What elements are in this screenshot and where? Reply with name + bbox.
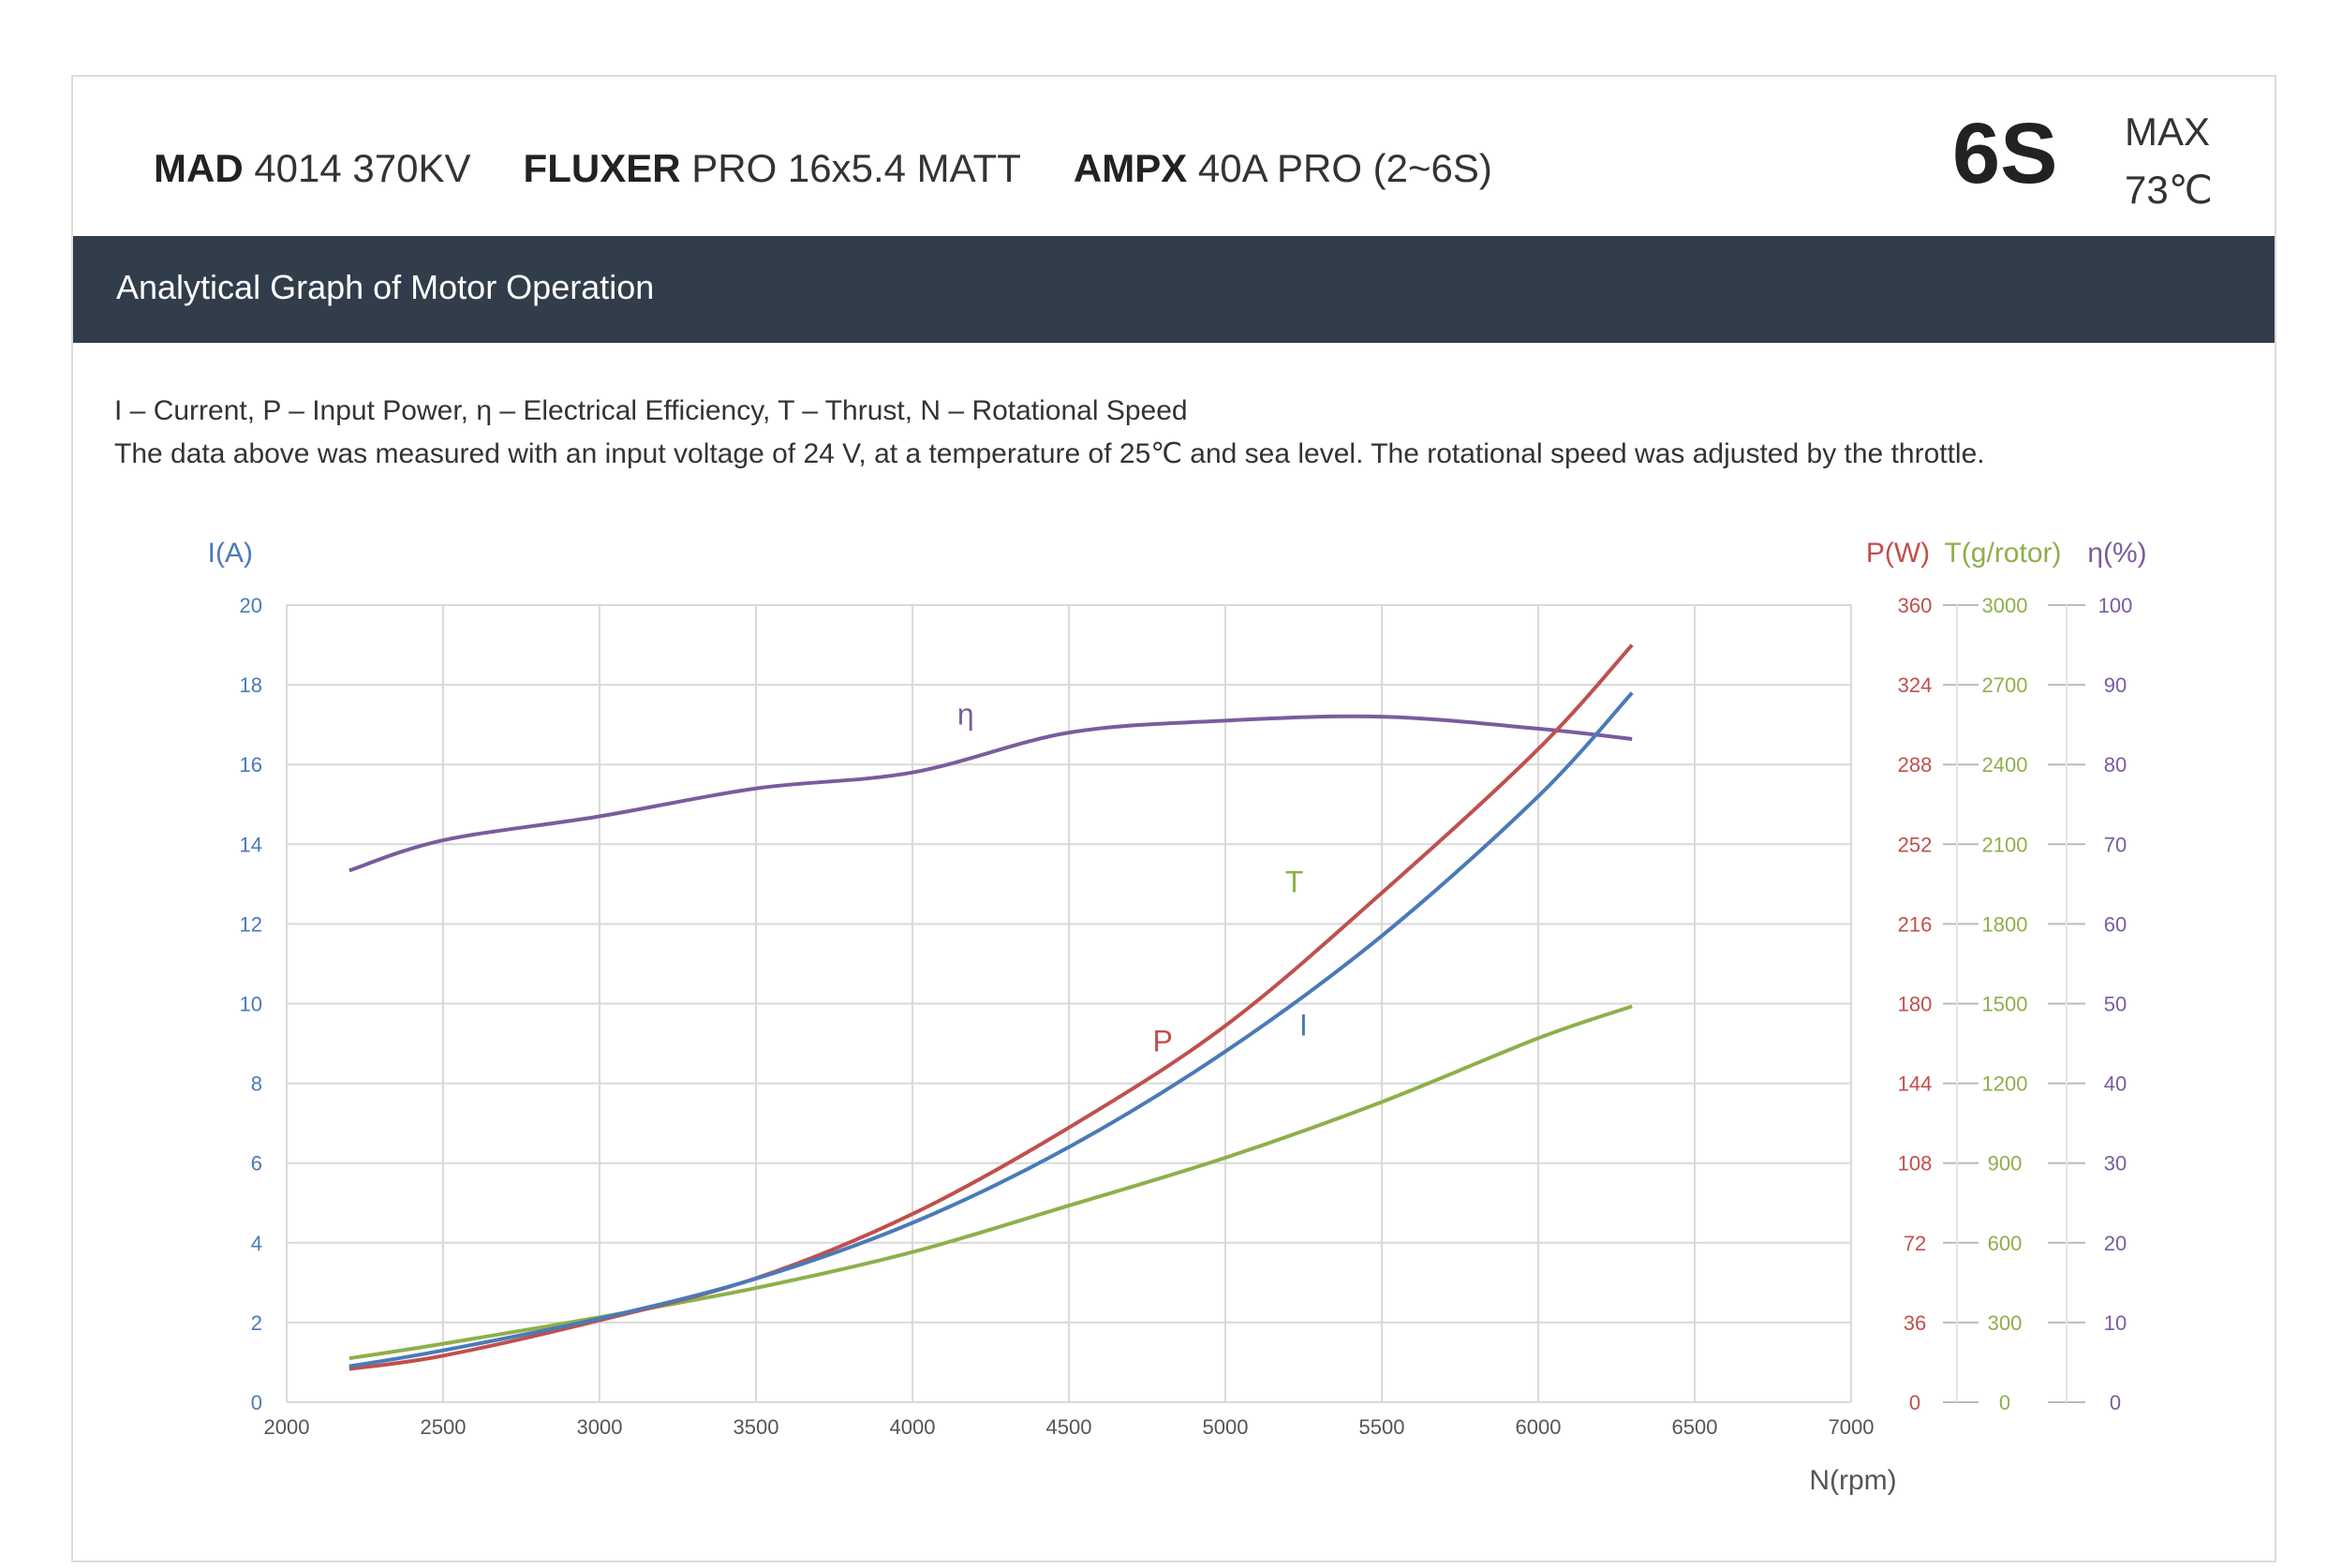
esc-brand: AMPX (1073, 146, 1188, 190)
x-tick-label: 6000 (1516, 1415, 1562, 1439)
x-tick-label: 3500 (734, 1415, 779, 1439)
chart-card: MAD 4014 370KV FLUXER PRO 16x5.4 MATT AM… (71, 75, 2276, 1562)
y-tick-label-I: 10 (240, 993, 262, 1016)
y-tick-label-eta: 80 (2104, 753, 2127, 777)
y-tick-label-I: 14 (240, 833, 262, 856)
series-line-T (348, 1004, 1633, 1361)
chart-description: I – Current, P – Input Power, η – Electr… (114, 390, 1985, 476)
y-tick-label-I: 0 (251, 1391, 262, 1414)
prop-spec: FLUXER PRO 16x5.4 MATT (524, 146, 1021, 191)
y-tick-label-P: 144 (1898, 1072, 1933, 1096)
y-tick-label-P: 252 (1898, 833, 1933, 856)
y-tick-label-I: 16 (240, 753, 262, 777)
prop-brand: FLUXER (523, 146, 681, 190)
y-tick-label-P: 360 (1898, 594, 1933, 617)
y-tick-label-P: 108 (1898, 1152, 1933, 1176)
esc-spec: AMPX 40A PRO (2~6S) (1074, 146, 1492, 191)
y-tick-label-eta: 10 (2104, 1311, 2127, 1335)
y-tick-label-I: 18 (240, 673, 262, 697)
esc-model: 40A PRO (2~6S) (1197, 146, 1492, 190)
legend-line: I – Current, P – Input Power, η – Electr… (114, 395, 1188, 426)
y-tick-label-T: 900 (1988, 1152, 2023, 1176)
series-label-eta: η (957, 698, 974, 732)
x-tick-label: 5500 (1359, 1415, 1405, 1439)
y-tick-label-T: 1200 (1982, 1072, 2028, 1096)
y-tick-label-T: 600 (1988, 1232, 2023, 1255)
y-tick-label-eta: 50 (2104, 993, 2127, 1016)
series-line-P (348, 643, 1634, 1371)
y-tick-label-T: 3000 (1982, 594, 2028, 617)
y-tick-label-T: 300 (1988, 1311, 2023, 1335)
y-tick-label-P: 0 (1909, 1391, 1920, 1414)
x-tick-label: 7000 (1829, 1415, 1875, 1439)
max-temp-value: 73℃ (2125, 168, 2213, 212)
y-axis-label-I: I(A) (208, 538, 253, 569)
x-tick-label: 2500 (421, 1415, 467, 1439)
x-tick-label: 4500 (1046, 1415, 1092, 1439)
y-tick-label-T: 0 (1999, 1391, 2010, 1414)
y-tick-label-T: 2400 (1982, 753, 2028, 777)
series-line-I (348, 691, 1634, 1368)
motor-brand: MAD (154, 146, 244, 190)
series-line-eta (348, 714, 1633, 873)
y-tick-label-eta: 100 (2098, 594, 2133, 617)
x-tick-label: 3000 (577, 1415, 623, 1439)
y-tick-label-P: 180 (1898, 993, 1933, 1016)
max-temperature: MAX 73℃ (2125, 103, 2213, 219)
x-tick-label: 6500 (1672, 1415, 1718, 1439)
y-tick-label-eta: 40 (2104, 1072, 2127, 1096)
series-label-I: I (1299, 1009, 1308, 1043)
y-tick-label-P: 36 (1904, 1311, 1926, 1335)
y-tick-label-T: 1500 (1982, 993, 2028, 1016)
series-label-T: T (1285, 865, 1304, 898)
y-axis-label-eta: η(%) (2087, 538, 2146, 569)
cell-count: 6S (1952, 106, 2058, 201)
y-tick-label-I: 12 (240, 912, 262, 936)
y-tick-label-T: 2700 (1982, 673, 2028, 697)
y-tick-label-eta: 70 (2104, 833, 2127, 856)
y-tick-label-I: 8 (251, 1072, 262, 1096)
y-tick-label-I: 4 (251, 1232, 262, 1255)
y-tick-label-I: 2 (251, 1311, 262, 1335)
y-tick-label-P: 324 (1898, 673, 1933, 697)
motor-model: 4014 370KV (254, 146, 471, 190)
y-tick-label-eta: 20 (2104, 1232, 2127, 1255)
section-title: Analytical Graph of Motor Operation (116, 268, 655, 306)
y-tick-label-T: 1800 (1982, 912, 2028, 936)
y-tick-label-I: 6 (251, 1152, 262, 1176)
y-tick-label-eta: 0 (2110, 1391, 2121, 1414)
max-label: MAX (2125, 110, 2211, 154)
y-tick-label-P: 72 (1904, 1232, 1926, 1255)
conditions-line: The data above was measured with an inpu… (114, 438, 1985, 469)
x-tick-label: 5000 (1203, 1415, 1249, 1439)
y-axis-label-T: T(g/rotor) (1944, 538, 2061, 569)
y-tick-label-eta: 30 (2104, 1152, 2127, 1176)
y-tick-label-eta: 90 (2104, 673, 2127, 697)
series-label-P: P (1153, 1025, 1173, 1058)
x-tick-label: 2000 (264, 1415, 310, 1439)
x-axis-label: N(rpm) (1809, 1465, 1896, 1496)
section-header: Analytical Graph of Motor Operation (73, 236, 2275, 343)
y-tick-label-eta: 60 (2104, 912, 2127, 936)
motor-spec: MAD 4014 370KV (154, 146, 471, 191)
x-tick-label: 4000 (890, 1415, 936, 1439)
component-specs: MAD 4014 370KV FLUXER PRO 16x5.4 MATT AM… (154, 131, 1545, 206)
y-tick-label-P: 216 (1898, 912, 1933, 936)
y-tick-label-P: 288 (1898, 753, 1933, 777)
prop-model: PRO 16x5.4 MATT (691, 146, 1021, 190)
y-tick-label-I: 20 (240, 594, 262, 617)
y-tick-label-T: 2100 (1982, 833, 2028, 856)
y-axis-label-P: P(W) (1866, 538, 1930, 569)
